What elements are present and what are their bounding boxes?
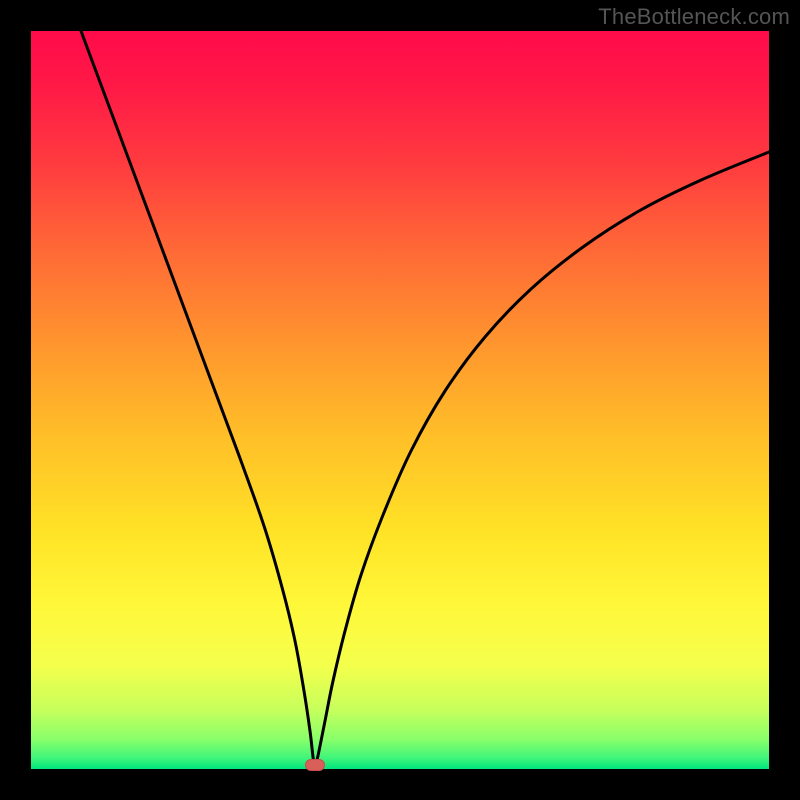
bottleneck-curve <box>31 31 769 769</box>
vertex-marker <box>305 759 325 771</box>
plot-area <box>31 31 769 769</box>
watermark-text: TheBottleneck.com <box>598 4 790 30</box>
